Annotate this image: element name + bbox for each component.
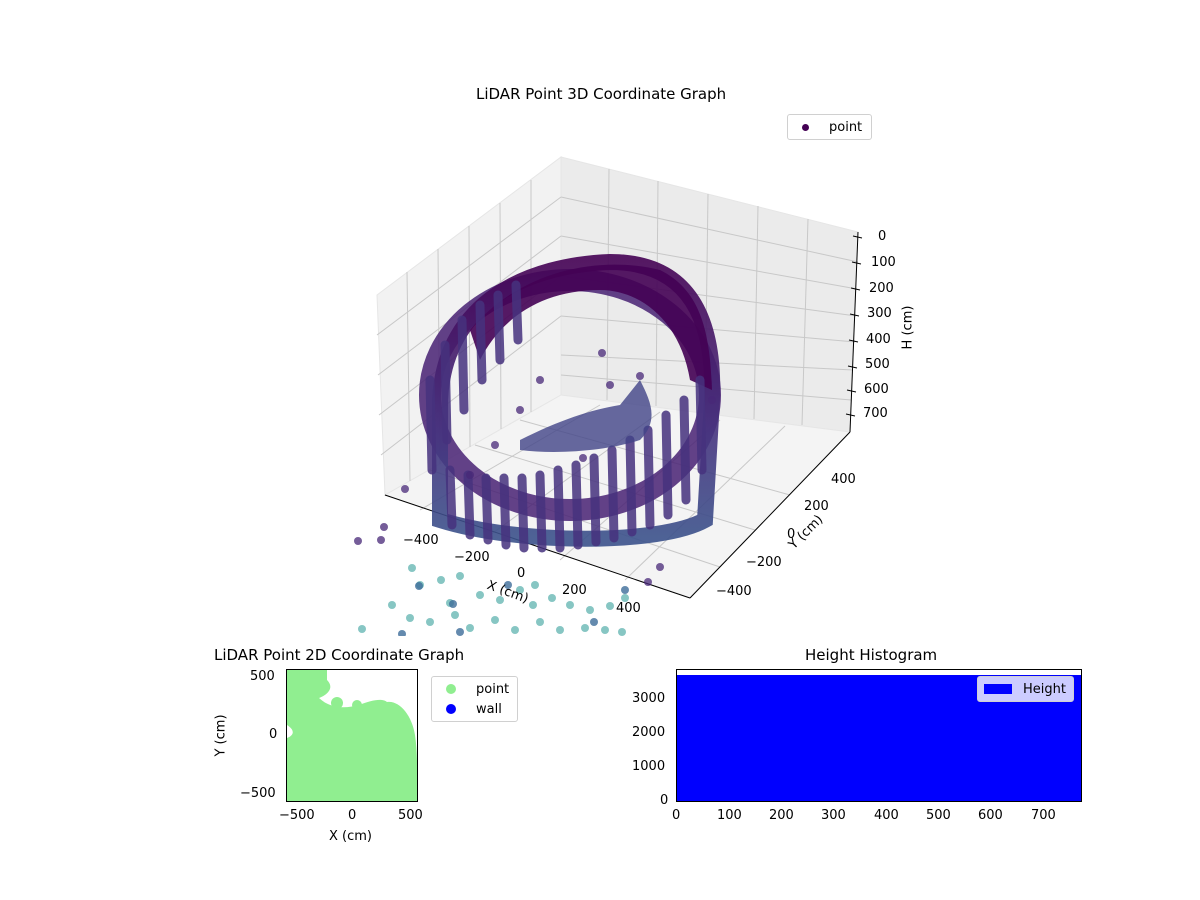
z-tick-400: 400 bbox=[866, 332, 891, 347]
wall-marker-icon bbox=[446, 704, 456, 714]
hist-x-tick-200: 200 bbox=[769, 808, 794, 823]
x-tick-400: 400 bbox=[616, 601, 641, 616]
plot-2d-axes bbox=[286, 669, 418, 802]
hist-x-tick-300: 300 bbox=[821, 808, 846, 823]
legend-label-wall: wall bbox=[476, 701, 502, 717]
y-tick-200: 200 bbox=[804, 499, 829, 514]
plot-3d-title: LiDAR Point 3D Coordinate Graph bbox=[476, 85, 727, 103]
z-axis-label: H (cm) bbox=[900, 305, 916, 350]
x-tick-neg400: −400 bbox=[403, 533, 439, 548]
histogram-legend: Height bbox=[977, 676, 1074, 702]
height-patch-icon bbox=[984, 684, 1012, 694]
x-tick-0: 0 bbox=[517, 566, 526, 581]
x2d-tick-0: 0 bbox=[348, 808, 357, 823]
y-tick-neg400: −400 bbox=[716, 584, 752, 599]
z-tick-100: 100 bbox=[871, 255, 896, 270]
hist-x-tick-400: 400 bbox=[874, 808, 899, 823]
plot-2d-region bbox=[287, 670, 417, 801]
legend-label-height: Height bbox=[1023, 681, 1066, 697]
z-tick-200: 200 bbox=[869, 281, 894, 296]
z-tick-600: 600 bbox=[864, 382, 889, 397]
hist-x-tick-600: 600 bbox=[978, 808, 1003, 823]
point-marker-icon bbox=[802, 123, 809, 131]
y2d-axis-label: Y (cm) bbox=[213, 714, 229, 757]
y2d-tick-0: 0 bbox=[269, 727, 278, 742]
x-tick-neg200: −200 bbox=[454, 550, 490, 565]
plot-2d-legend: point wall bbox=[431, 676, 518, 722]
hist-x-tick-500: 500 bbox=[926, 808, 951, 823]
y-tick-0: 0 bbox=[787, 527, 796, 542]
plot-2d-title: LiDAR Point 2D Coordinate Graph bbox=[214, 646, 465, 664]
z-tick-500: 500 bbox=[865, 357, 890, 372]
y-tick-400: 400 bbox=[831, 472, 856, 487]
plot-3d-legend: point bbox=[787, 114, 872, 140]
hist-y-tick-3000: 3000 bbox=[632, 691, 666, 706]
point-marker-icon bbox=[446, 684, 456, 694]
hist-x-tick-100: 100 bbox=[717, 808, 742, 823]
plot-3d: LiDAR Point 3D Coordinate Graph bbox=[354, 85, 916, 636]
x2d-tick-500: 500 bbox=[398, 808, 423, 823]
y2d-tick-500: 500 bbox=[250, 669, 275, 684]
plot-histogram: Height Histogram 3000 2000 1000 0 0 100 … bbox=[600, 640, 1200, 900]
x-tick-200: 200 bbox=[562, 583, 587, 598]
x2d-tick-neg500: −500 bbox=[279, 808, 315, 823]
hist-y-tick-1000: 1000 bbox=[632, 759, 666, 774]
y2d-tick-neg500: −500 bbox=[240, 786, 276, 801]
legend-label-point: point bbox=[829, 119, 863, 135]
plot-2d: LiDAR Point 2D Coordinate Graph 500 0 −5… bbox=[0, 640, 600, 900]
legend-label-point: point bbox=[476, 681, 510, 697]
hist-y-tick-2000: 2000 bbox=[632, 725, 666, 740]
x2d-axis-label: X (cm) bbox=[329, 829, 372, 844]
histogram-title: Height Histogram bbox=[805, 646, 938, 664]
z-tick-0: 0 bbox=[878, 229, 887, 244]
hist-x-tick-0: 0 bbox=[672, 808, 681, 823]
hist-x-tick-700: 700 bbox=[1031, 808, 1056, 823]
z-tick-300: 300 bbox=[867, 306, 892, 321]
z-tick-700: 700 bbox=[863, 406, 888, 421]
y-tick-neg200: −200 bbox=[746, 555, 782, 570]
plot-3d-canvas bbox=[354, 156, 863, 636]
hist-y-tick-0: 0 bbox=[660, 793, 669, 808]
